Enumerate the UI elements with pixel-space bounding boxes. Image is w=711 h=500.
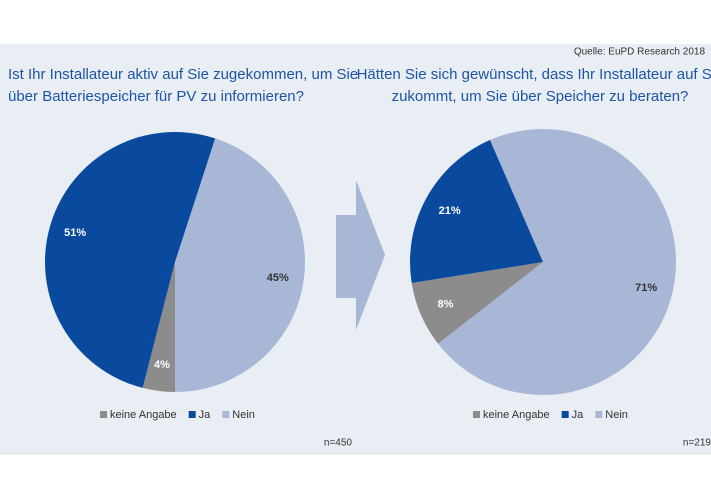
- sample-size: n=219: [683, 438, 711, 449]
- arrow: [336, 180, 385, 330]
- chart-title: über Batteriespeicher für PV zu informie…: [8, 88, 304, 105]
- pie-slice: [44, 131, 216, 388]
- legend-label: Nein: [605, 409, 628, 421]
- data-label: 51%: [64, 227, 86, 239]
- legend-label: Nein: [232, 409, 255, 421]
- data-label: 71%: [635, 282, 657, 294]
- legend-swatch: [222, 411, 230, 418]
- data-label: 45%: [267, 272, 289, 284]
- pie-slice: [411, 262, 543, 344]
- legend-label: Ja: [199, 409, 212, 421]
- legend-swatch: [100, 411, 107, 418]
- sample-size: n=450: [324, 438, 353, 449]
- legend-label: Ja: [572, 409, 585, 421]
- data-label: 4%: [154, 359, 170, 371]
- legend-swatch: [595, 411, 603, 418]
- legend-swatch: [188, 411, 196, 418]
- legend-swatch: [561, 411, 569, 418]
- legend-swatch: [473, 411, 480, 418]
- source: Quelle: EuPD Research 2018: [574, 47, 706, 58]
- chart-title: Hätten Sie sich gewünscht, dass Ihr Inst…: [357, 66, 711, 83]
- legend-label: keine Angabe: [483, 409, 550, 421]
- data-label: 21%: [439, 205, 461, 217]
- chart-title: zukommt, um Sie über Speicher zu beraten…: [392, 88, 689, 105]
- pie-slice: [438, 129, 676, 395]
- pie-slice: [142, 262, 175, 392]
- pie-slice: [410, 140, 543, 284]
- data-label: 8%: [437, 298, 453, 310]
- chart-title: Ist Ihr Installateur aktiv auf Sie zugek…: [8, 66, 358, 83]
- pie-slice: [175, 138, 306, 392]
- legend-label: keine Angabe: [110, 409, 177, 421]
